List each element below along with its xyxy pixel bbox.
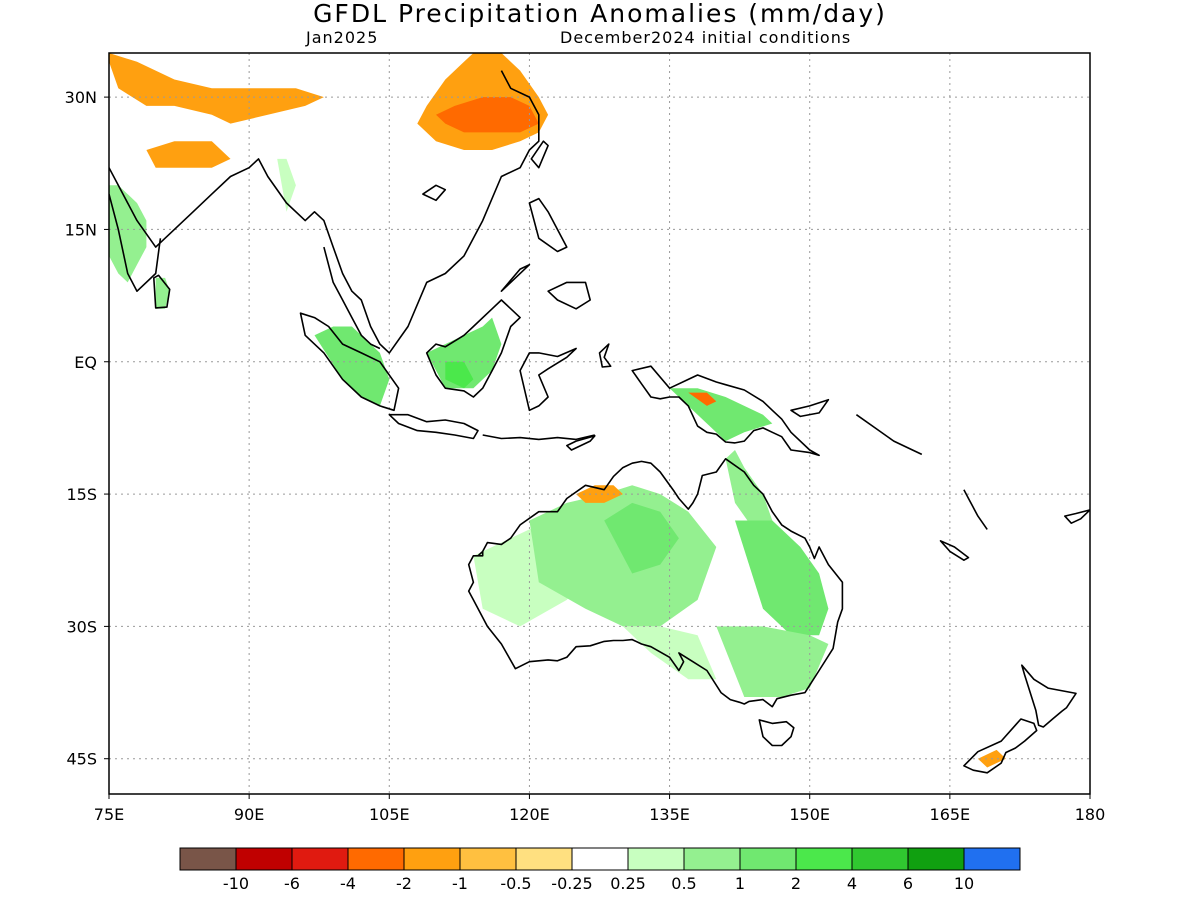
coastline-14: [519, 347, 577, 412]
colorbar-swatch-7: [571, 847, 629, 871]
lat-tick-label-4: 30S: [66, 617, 97, 636]
anomaly-region-18: [716, 626, 829, 697]
coastline-4: [422, 184, 447, 202]
coastline-20: [1020, 664, 1077, 728]
gridlines: [109, 53, 1090, 794]
colorbar-swatch-0: [179, 847, 237, 871]
coastline-1: [323, 246, 381, 350]
initial-conditions-label: December2024 initial conditions: [560, 28, 852, 47]
anomaly-region-10: [669, 388, 773, 442]
lon-tick-label-2: 105E: [369, 805, 410, 824]
colorbar-label-2: -4: [340, 874, 356, 893]
colorbar-swatch-1: [235, 847, 293, 871]
colorbar-swatch-2: [291, 847, 349, 871]
colorbar-swatch-8: [627, 847, 685, 871]
map-title: GFDL Precipitation Anomalies (mm/day): [313, 0, 887, 28]
colorbar-label-6: -0.25: [551, 874, 592, 893]
lon-tick-label-7: 180: [1075, 805, 1106, 824]
anomaly-region-7: [314, 326, 390, 406]
anomaly-region-2: [436, 97, 539, 133]
colorbar-swatch-11: [795, 847, 853, 871]
lon-tick-label-0: 75E: [94, 805, 124, 824]
coastline-12: [565, 434, 596, 451]
colorbar-label-7: 0.25: [610, 874, 646, 893]
colorbar-label-5: -0.5: [500, 874, 531, 893]
coastline-18: [467, 457, 844, 708]
colorbar-label-10: 2: [791, 874, 801, 893]
anomaly-region-19: [622, 626, 717, 680]
coastline-15: [598, 343, 612, 368]
anomaly-region-6: [277, 158, 296, 212]
coastline-25: [1064, 509, 1090, 525]
colorbar-label-11: 4: [847, 874, 857, 893]
anomaly-region-4: [109, 185, 147, 283]
coastline-7: [547, 281, 592, 310]
anomaly-region-0: [109, 53, 324, 124]
coastline-6: [528, 197, 568, 253]
colorbar-label-8: 0.5: [671, 874, 696, 893]
anomaly-region-15: [576, 485, 623, 503]
anomaly-region-17: [735, 520, 829, 636]
coastline-0: [109, 70, 540, 354]
colorbar-label-12: 6: [903, 874, 913, 893]
coastline-3: [153, 274, 171, 309]
colorbar-label-9: 1: [735, 874, 745, 893]
anomaly-region-3: [146, 141, 231, 168]
colorbar-swatch-12: [851, 847, 909, 871]
latitude-axis: 30N 15N EQ 15S 30S 45S: [65, 88, 109, 769]
plot-frame: [108, 52, 1091, 795]
colorbar-label-4: -1: [452, 874, 468, 893]
anomaly-region-13: [529, 485, 717, 627]
anomaly-region-9: [445, 361, 474, 389]
anomaly-region-14: [604, 502, 679, 574]
anomaly-region-11: [688, 392, 717, 406]
coastline-13: [425, 299, 521, 398]
coastline-9: [299, 312, 400, 412]
plot-area: [109, 53, 1090, 794]
coastline-layer: [109, 70, 1090, 774]
lon-tick-label-4: 135E: [649, 805, 690, 824]
lat-tick-label-1: 15N: [65, 220, 97, 239]
colorbar-label-3: -2: [396, 874, 412, 893]
colorbar-label-13: 10: [954, 874, 974, 893]
anomaly-fill-layer: [109, 53, 1006, 768]
colorbar-swatch-6: [515, 847, 573, 871]
lon-tick-label-6: 165E: [930, 805, 971, 824]
coastline-24: [939, 539, 970, 562]
longitude-axis: 75E 90E 105E 120E 135E 150E 165E 180: [94, 794, 1106, 824]
colorbar-swatch-9: [683, 847, 741, 871]
coastline-8: [500, 263, 531, 293]
coastline-10: [388, 413, 479, 440]
coastline-16: [631, 365, 820, 457]
lon-tick-label-5: 150E: [789, 805, 830, 824]
colorbar-swatch-3: [347, 847, 405, 871]
coastline-17: [790, 398, 830, 418]
coastline-11: [482, 434, 595, 441]
lat-tick-label-2: EQ: [74, 353, 97, 372]
coastline-5: [530, 140, 549, 169]
coastline-19: [758, 719, 795, 747]
colorbar-swatch-13: [907, 847, 965, 871]
colorbar-swatch-4: [403, 847, 461, 871]
forecast-month-label: Jan2025: [306, 28, 379, 47]
colorbar-swatch-14: [963, 847, 1021, 871]
lon-tick-label-1: 90E: [234, 805, 264, 824]
lat-tick-label-0: 30N: [65, 88, 97, 107]
colorbar-label-1: -6: [284, 874, 300, 893]
colorbar: -10 -6 -4 -2 -1 -0.5 -0.25 0.25 0.5 1 2 4 6 10: [179, 847, 1021, 893]
coastline-21: [963, 718, 1038, 774]
colorbar-swatch-10: [739, 847, 797, 871]
anomaly-region-16: [725, 450, 773, 530]
colorbar-swatch-5: [459, 847, 517, 871]
lat-tick-label-5: 45S: [66, 750, 97, 769]
lat-tick-label-3: 15S: [66, 485, 97, 504]
coastline-23: [963, 489, 988, 530]
lon-tick-label-3: 120E: [509, 805, 550, 824]
coastline-2: [109, 193, 162, 293]
coastline-22: [855, 414, 923, 456]
colorbar-label-0: -10: [223, 874, 249, 893]
